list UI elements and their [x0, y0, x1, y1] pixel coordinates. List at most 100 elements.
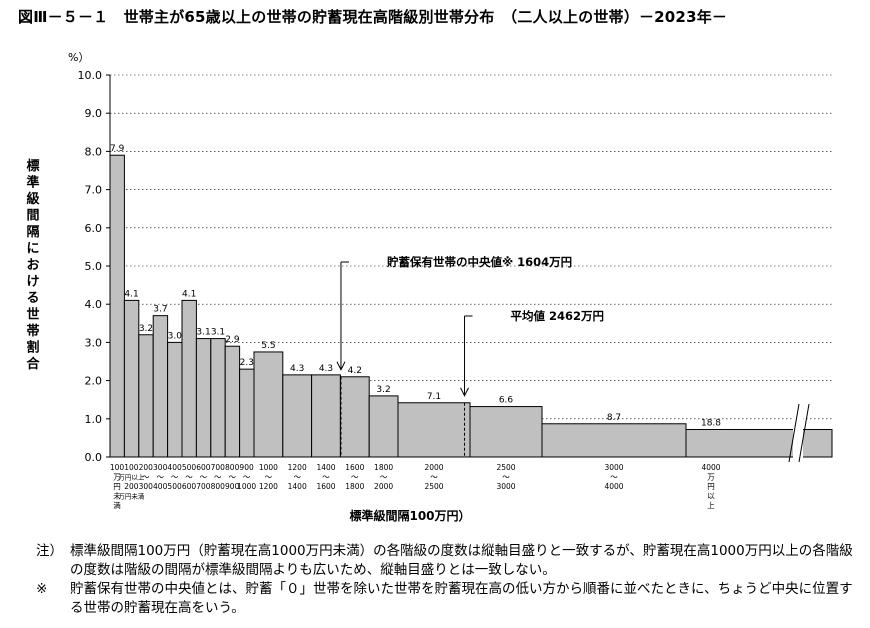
- bar-value-label: 4.1: [124, 289, 138, 299]
- bar: [181, 299, 197, 458]
- axes: 0.0 1.0 2.0 3.0 4.0 5.0 6.0 7.0 8.0 9.0 10.0 %） 標準級間…: [26, 51, 832, 523]
- x-tick-label: 400: [167, 463, 182, 472]
- y-tick-label: 3.0: [85, 336, 103, 349]
- bar: [152, 315, 169, 458]
- x-tick-label: 円: [707, 482, 715, 491]
- x-tick-label: 900: [239, 463, 254, 472]
- note-2-mark: ※: [36, 581, 48, 597]
- x-tick-label: 400: [153, 482, 168, 491]
- x-tick-label: ～: [380, 473, 388, 482]
- x-tick-label: 2000: [374, 482, 393, 491]
- x-tick-label: 1000: [237, 482, 256, 491]
- bar-value-label: 4.3: [290, 364, 304, 374]
- y-axis-title-char: る: [26, 291, 39, 306]
- note-1-text: 標準級間隔100万円（貯蓄現在高1000万円未満）の各階級の度数は縦軸目盛りと一…: [70, 543, 853, 578]
- axis-break-line: [788, 403, 800, 463]
- y-tick-label: 5.0: [85, 260, 103, 273]
- x-tick-label: ～: [171, 473, 179, 482]
- x-tick-label: ～: [142, 473, 150, 482]
- x-tick-label: 200: [124, 482, 139, 491]
- x-tick-label: ～: [610, 473, 618, 482]
- x-tick-label: 800: [211, 482, 226, 491]
- x-tick-label: 1400: [316, 463, 335, 472]
- x-tick-label: ～: [200, 473, 208, 482]
- x-tick-label: 円: [113, 482, 121, 491]
- x-tick-label: 600: [182, 482, 197, 491]
- median-label: 貯蓄保有世帯の中央値※ 1604万円: [387, 255, 572, 269]
- x-tick-label: 万円以上: [118, 473, 145, 482]
- x-tick-label: 700: [196, 482, 211, 491]
- y-axis-title-char: 合: [26, 356, 40, 372]
- x-tick-label: ～: [214, 473, 222, 482]
- y-axis-title-char: 準: [26, 175, 39, 191]
- x-tick-label: ～: [185, 473, 193, 482]
- x-tick-label: ～: [502, 473, 510, 482]
- bar: [210, 338, 226, 458]
- bar-value-label: 3.7: [153, 305, 167, 315]
- bar: [138, 334, 154, 458]
- y-tick-label: 2.0: [85, 375, 103, 388]
- bar: [368, 395, 399, 458]
- y-axis-title-char: 級: [26, 191, 39, 207]
- x-tick-label: 以: [707, 492, 715, 501]
- x-tick-label: 万: [113, 473, 121, 482]
- bar-value-label: 18.8: [701, 418, 721, 428]
- bar-value-label: 2.3: [240, 358, 254, 368]
- y-tick-label: 6.0: [85, 222, 103, 235]
- footnotes: 注） 標準級間隔100万円（貯蓄現在高1000万円未満）の各階級の度数は縦軸目盛…: [36, 542, 866, 618]
- y-axis-title-char: 標: [26, 158, 39, 174]
- x-tick-label: ～: [265, 473, 273, 482]
- bar: [339, 376, 370, 458]
- value-labels: 7.94.13.23.73.04.13.1 3.12.92.35.54.3 4.3 4…: [110, 144, 721, 428]
- bar-value-label: 7.1: [427, 392, 441, 402]
- bar: [253, 351, 284, 458]
- x-tick-label: 4000: [701, 463, 720, 472]
- x-tick-label: 100: [110, 463, 125, 472]
- x-tick-label: 4000: [604, 482, 623, 491]
- bar: [224, 345, 241, 458]
- bar-value-label: 4.2: [348, 366, 362, 376]
- y-axis-title-char: 隔: [26, 224, 39, 240]
- x-tick-label: 1200: [259, 482, 278, 491]
- bar-value-label: 2.9: [225, 335, 240, 345]
- note-2-text: 貯蓄保有世帯の中央値とは、貯蓄「０」世帯を除いた世帯を貯蓄現在高の低い方から順番…: [70, 581, 853, 616]
- x-tick-label: 1800: [374, 463, 393, 472]
- y-axis-title-char: 帯: [26, 323, 39, 339]
- x-tick-label: 800: [225, 463, 240, 472]
- y-tick-label: 4.0: [85, 298, 103, 311]
- bar: [685, 428, 833, 458]
- bar-value-label: 3.0: [168, 331, 183, 341]
- x-tick-label: 300: [139, 482, 154, 491]
- x-tick-label: 600: [196, 463, 211, 472]
- median-arrow-head: [336, 361, 346, 371]
- x-tick-label: 500: [182, 463, 197, 472]
- bar-value-label: 3.2: [139, 324, 153, 334]
- x-tick-label: ～: [293, 473, 301, 482]
- x-tick-label: ～: [243, 473, 251, 482]
- x-tick-label: 満: [113, 501, 121, 510]
- bar: [282, 374, 313, 458]
- bar: [239, 368, 255, 458]
- note-1: 注） 標準級間隔100万円（貯蓄現在高1000万円未満）の各階級の度数は縦軸目盛…: [36, 542, 866, 580]
- x-tick-label: 上: [707, 501, 715, 510]
- y-tick-label: 8.0: [85, 145, 103, 158]
- x-tick-label: 3000: [496, 482, 515, 491]
- bar-value-label: 4.1: [182, 289, 196, 299]
- x-tick-labels: 100万円未満100万円以上200万円未満200～300300～400400～5…: [110, 463, 721, 510]
- histogram-chart: 0.0 1.0 2.0 3.0 4.0 5.0 6.0 7.0 8.0 9.0 10.0 %） 標準級間…: [26, 51, 833, 523]
- x-tick-label: 1600: [316, 482, 335, 491]
- bar-value-label: 5.5: [261, 341, 275, 351]
- bar: [469, 406, 543, 458]
- x-tick-label: 2500: [424, 482, 443, 491]
- x-tick-label: 万円未満: [118, 492, 145, 501]
- x-tick-label: 300: [153, 463, 168, 472]
- bar-value-label: 3.2: [376, 385, 390, 395]
- bar: [397, 402, 471, 458]
- x-axis-title: 標準級間隔100万円）: [349, 508, 470, 523]
- bar: [123, 299, 140, 458]
- bar-value-label: 3.1: [211, 328, 225, 338]
- x-tick-label: ～: [322, 473, 330, 482]
- x-tick-label: 700: [211, 463, 226, 472]
- x-tick-label: ～: [156, 473, 164, 482]
- x-tick-label: 未: [113, 491, 121, 501]
